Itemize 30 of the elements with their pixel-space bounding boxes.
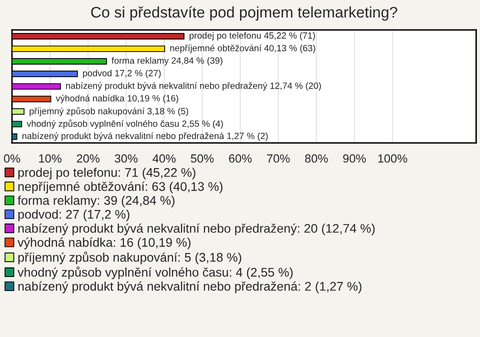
x-tick-label: 50% <box>190 154 214 163</box>
data-label: prodej po telefonu 45,22 % (71) <box>190 32 315 40</box>
legend-label: nepříjemné obtěžování: 63 (40,13 %) <box>18 182 222 194</box>
legend-label: nabízený produkt bývá nekvalitní nebo předražený: 20 (12,74 %) <box>18 223 375 236</box>
legend-label: nabízený produkt bývá nekvalitní nebo předražená: 2 (1,27 %) <box>18 281 362 294</box>
legend-label: příjemný způsob nakupování: 5 (3,18 %) <box>18 252 242 264</box>
chart-title: Co si představíte pod pojmem telemarketing? <box>91 6 398 21</box>
legend-label: forma reklamy: 39 (24,84 %) <box>18 196 174 208</box>
x-tick-label: 70% <box>267 154 290 163</box>
x-tick-label: 0% <box>4 154 20 163</box>
x-tick-label: 10% <box>39 154 62 163</box>
data-label: forma reklamy 24,84 % (39) <box>112 57 222 66</box>
x-tick-label: 40% <box>152 154 176 163</box>
data-label: nabízený produkt bývá nekvalitní nebo předražená 1,27 % (2) <box>22 132 268 141</box>
legend-label: vhodný způsob vyplnění volného času: 4 (2,55 %) <box>18 266 293 280</box>
x-tick-label: 60% <box>229 154 252 163</box>
x-tick-label: 30% <box>114 154 138 163</box>
data-label: nepříjemné obtěžování 40,13 % (63) <box>170 44 316 54</box>
data-label: příjemný způsob nakupování 3,18 % (5) <box>30 106 188 116</box>
legend-label: prodej po telefonu: 71 (45,22 %) <box>18 168 196 180</box>
data-label: podvod 17,2 % (27) <box>83 70 161 78</box>
legend-label: podvod: 27 (17,2 %) <box>18 210 130 222</box>
legend-label: výhodná nabídka: 16 (10,19 %) <box>18 238 190 250</box>
x-tick-label: 90% <box>343 154 366 163</box>
x-tick-label: 80% <box>305 154 328 163</box>
data-label: nabízený produkt bývá nekvalitní nebo předražený 12,74 % (20) <box>66 82 321 91</box>
x-tick-label: 100% <box>378 154 408 163</box>
data-label: výhodná nabídka 10,19 % (16) <box>56 94 178 104</box>
x-tick-label: 20% <box>76 154 100 163</box>
data-label: vhodný způsob vyplnění volného času 2,55 % (4) <box>26 119 223 129</box>
